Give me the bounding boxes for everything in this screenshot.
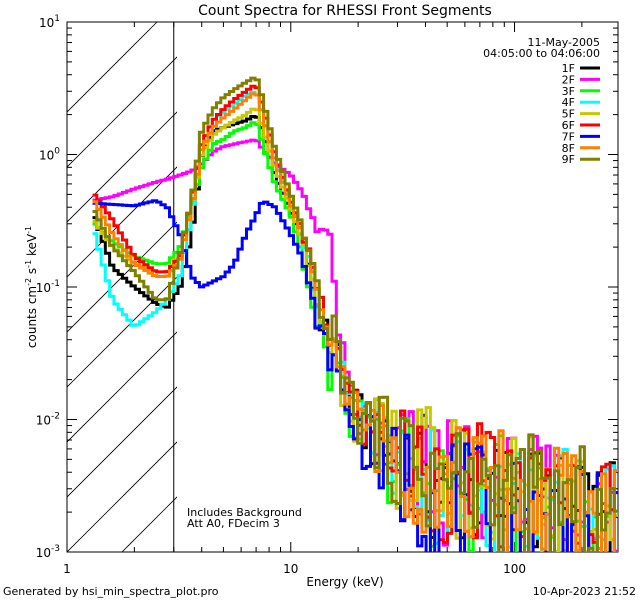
hatch-line — [67, 166, 177, 278]
timestamp-footer: 10-Apr-2023 21:52 — [533, 585, 636, 598]
y-tick-label: 101 — [39, 14, 60, 30]
y-tick-label: 10-3 — [36, 544, 60, 560]
legend-label-6F: 6F — [562, 119, 575, 132]
x-tick-label: 100 — [503, 562, 526, 576]
y-axis-ticks: 10-3 10-2 10-1 100 101 — [36, 14, 618, 560]
excluded-energy-hatch — [67, 0, 640, 552]
series-line-9F — [92, 76, 618, 552]
legend-label-4F: 4F — [562, 96, 575, 109]
hatch-line — [67, 22, 158, 113]
background-note: Includes Background — [187, 506, 302, 519]
legend-label-2F: 2F — [562, 73, 575, 86]
y-axis-label-end: keV — [25, 233, 39, 260]
attenuator-note: Att A0, FDecim 3 — [187, 517, 280, 530]
series-line-3F — [92, 121, 616, 552]
y-axis-label-exp1: -2 — [24, 278, 33, 286]
y-axis-label-base: counts cm — [25, 286, 39, 348]
y-axis-label: counts cm-2 s-1 keV-1 — [24, 226, 39, 348]
y-tick-label: 10-1 — [36, 279, 60, 295]
y-axis-label-exp2: -1 — [24, 260, 33, 268]
hatch-line — [67, 221, 177, 333]
series-line-1F — [92, 115, 618, 552]
series-group — [92, 76, 618, 552]
legend-label-5F: 5F — [562, 108, 575, 121]
hatch-line — [617, 0, 640, 552]
time-range-label: 04:05:00 to 04:06:00 — [483, 47, 600, 60]
legend-label-8F: 8F — [562, 142, 575, 155]
chart-title: Count Spectra for RHESSI Front Segments — [198, 3, 492, 19]
y-tick-label: 100 — [39, 147, 60, 163]
legend-label-7F: 7F — [562, 130, 575, 143]
hatch-line — [67, 386, 177, 498]
plot-frame — [66, 21, 619, 553]
y-tick-label: 10-2 — [36, 412, 60, 428]
x-tick-label: 10 — [283, 562, 298, 576]
y-axis-label-mid: s — [25, 268, 39, 278]
legend-label-1F: 1F — [562, 62, 575, 75]
x-tick-label: 1 — [63, 562, 71, 576]
series-line-2F — [92, 138, 618, 552]
legend-label-3F: 3F — [562, 85, 575, 98]
hatch-line — [67, 441, 177, 552]
y-axis-label-exp3: -1 — [24, 226, 33, 234]
x-axis-label: Energy (keV) — [306, 575, 383, 589]
date-label: 11-May-2005 — [528, 36, 600, 49]
generator-footer: Generated by hsi_min_spectra_plot.pro — [3, 585, 219, 598]
legend-label-9F: 9F — [562, 153, 575, 166]
series-line-6F — [92, 84, 616, 552]
